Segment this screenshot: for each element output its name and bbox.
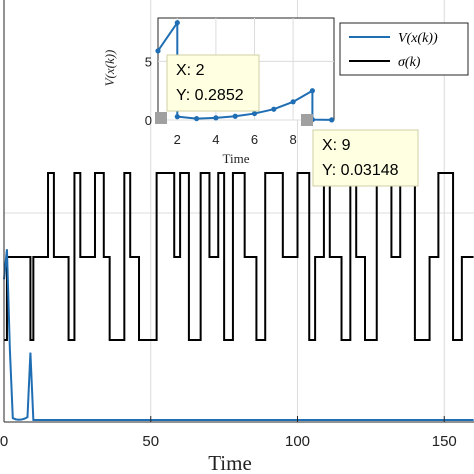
inset-data-point: [251, 110, 258, 117]
main-x-tick-label: 100: [285, 433, 310, 450]
inset-ticks: 2 4 6 8 0 5: [145, 54, 297, 147]
main-datatip-y: Y: 0.03148: [322, 162, 399, 179]
main-x-tick-label: 50: [142, 433, 159, 450]
inset-x-tick-label: 4: [212, 132, 219, 147]
inset-data-point: [309, 88, 315, 94]
legend-box: [339, 22, 469, 76]
inset-datatip-y: Y: 0.2852: [176, 87, 244, 104]
inset-y-tick-label: 0: [145, 113, 152, 128]
inset-datatip-box: [166, 54, 260, 112]
main-datatip-x: X: 9: [322, 137, 351, 154]
inset-datatip-marker: [155, 112, 167, 124]
inset-data-point: [174, 114, 180, 120]
inset-datatip-x: X: 2: [176, 62, 205, 79]
legend-label-v: V(x(k)): [398, 31, 438, 46]
main-x-tick-label: 150: [432, 433, 457, 450]
legend-label-sigma: σ(k): [398, 55, 421, 70]
main-x-tick-label: 0: [0, 433, 8, 450]
inset-y-tick-label: 5: [145, 54, 152, 69]
main-datatip[interactable]: X: 9 Y: 0.03148: [301, 114, 419, 187]
inset-datatip[interactable]: X: 2 Y: 0.2852: [155, 54, 260, 124]
inset-data-point: [155, 48, 161, 54]
inset-y-label: V(x(k)): [102, 50, 117, 87]
legend: V(x(k)) σ(k): [339, 22, 469, 76]
inset-data-point: [329, 117, 335, 123]
inset-data-point: [213, 115, 219, 121]
inset-data-point: [174, 20, 180, 26]
inset-x-tick-label: 2: [174, 132, 181, 147]
inset-x-label: Time: [223, 151, 250, 166]
inset-x-tick-label: 8: [289, 132, 296, 147]
inset-data-point: [290, 99, 296, 105]
main-ticks: 0 50 100 150: [0, 416, 457, 450]
inset-x-tick-label: 6: [251, 132, 258, 147]
main-datatip-marker: [301, 114, 313, 126]
inset-data-point: [271, 106, 277, 112]
main-x-label: Time: [208, 451, 252, 474]
inset-data-point: [194, 115, 200, 122]
inset-data-point: [232, 113, 238, 119]
main-datatip-box: [312, 129, 419, 187]
